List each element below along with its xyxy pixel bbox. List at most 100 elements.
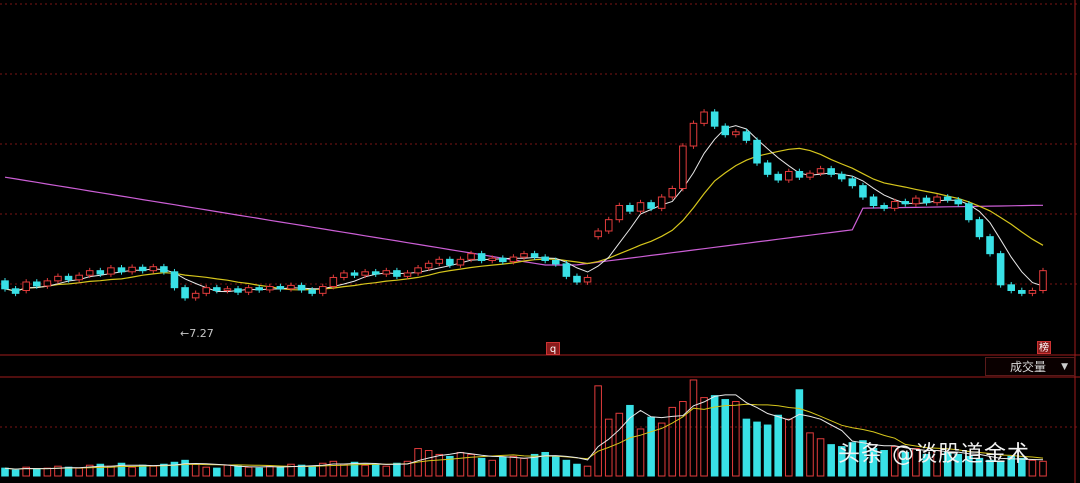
candle-body [827,168,835,175]
volume-bar [435,453,444,477]
volume-bar [657,422,666,477]
volume-bar [636,428,645,477]
candle-body [117,267,126,273]
volume-bar [54,465,62,477]
candle-body [382,270,391,275]
volume-bar [774,414,782,477]
candle-body [1039,270,1047,291]
candle-body [520,253,528,258]
volume-bar [901,451,910,477]
volume-bar [700,397,708,477]
volume-bar [371,463,380,477]
candle-body [202,287,211,294]
candle-body [128,266,136,273]
candle-body [1018,290,1026,294]
volume-bar [488,459,497,477]
volume-bar [562,459,571,477]
candle-body [234,288,242,293]
volume-bar [541,451,549,477]
volume-bar [732,401,740,477]
volume-bar [287,463,295,477]
candle-body [467,253,475,260]
candle-body [859,185,867,198]
volume-bar [276,466,285,477]
candle-body [700,111,708,124]
candle-body [371,271,380,275]
volume-bar [149,465,158,477]
volume-bar [668,406,677,477]
candle-body [297,284,306,291]
candle-body [85,270,94,276]
candle-body [668,188,677,198]
volume-bar [551,455,560,477]
volume-bar [710,395,719,477]
candle-body [350,272,359,276]
candle-body [901,201,910,205]
volume-bar [138,464,147,477]
signal-marker-q[interactable]: q [546,342,560,355]
candle-body [530,253,539,258]
candle-body [11,288,20,294]
candle-body [975,219,984,238]
candle-body [848,178,857,187]
volume-bar [912,448,920,477]
candle-body [996,253,1005,286]
candle-body [96,270,105,275]
candle-body [435,258,444,264]
volume-bar [308,465,316,477]
volume-bar [594,385,602,477]
candle-body [54,275,62,282]
candle-body [318,286,327,294]
candle-body [43,280,52,287]
candle-body [424,262,433,269]
candle-body [393,270,401,277]
candle-body [583,276,592,283]
volume-bar [181,459,189,477]
candle-body [446,258,454,266]
volume-bar [446,455,454,477]
volume-bar [32,468,41,477]
candle-body [191,292,200,299]
volume-bar [520,457,528,477]
volume-bar [1018,457,1026,477]
volume-bar [213,467,221,477]
volume-bar [753,421,761,477]
volume-bar [890,446,899,477]
volume-ma-fast [4,394,1044,470]
volume-bar [1007,455,1016,477]
candle-body [774,173,782,181]
candle-body [477,253,486,261]
candle-body [679,145,687,189]
volume-bar [943,451,952,477]
candle-body [721,125,730,136]
volume-bar [615,412,624,477]
candle-body [107,267,115,275]
volume-bar [329,460,338,477]
volume-bar [350,461,359,477]
volume-bar [975,457,984,477]
volume-bar [43,467,52,477]
signal-marker-rank[interactable]: 榜 [1037,341,1051,354]
volume-bar [297,464,306,477]
volume-bar [763,424,772,477]
volume-bar [837,446,846,477]
volume-bar [1039,460,1047,477]
candle-body [403,272,412,277]
candle-body [213,287,221,291]
candle-body [647,202,655,209]
volume-bar [848,442,857,477]
volume-bar [859,440,867,477]
candle-body [223,288,232,291]
volume-indicator-select[interactable]: 成交量 ▼ [985,357,1075,376]
candle-body [806,172,814,178]
volume-bar [234,465,242,477]
candle-body [266,286,274,291]
volume-bar [626,404,634,477]
candle-body [75,274,83,281]
volume-bar [477,457,486,477]
candle-body [1028,290,1037,294]
candle-body [276,286,285,290]
candle-body [329,276,338,288]
candle-body [837,173,846,180]
